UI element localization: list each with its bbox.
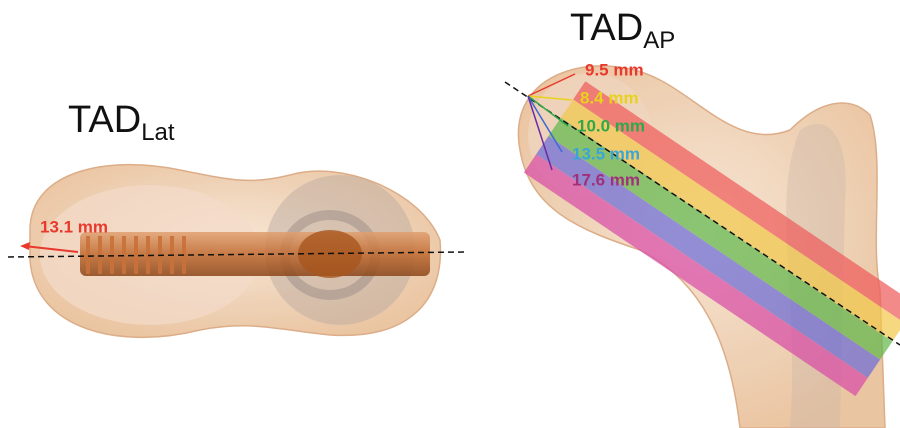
measurement-label: 13.1 mm [40,217,108,236]
measurement-label: 10.0 mm [577,116,645,135]
title-subscript: AP [643,27,675,54]
ap-view [504,65,900,428]
measurement-label: 17.6 mm [572,170,640,189]
title-subscript: Lat [141,119,175,146]
lateral-title: TADLat [68,99,175,146]
measurement-label: 8.4 mm [580,88,639,107]
title-main: TAD [570,7,643,49]
title-main: TAD [68,99,141,141]
lateral-view [7,163,466,339]
measurement-label: 9.5 mm [585,60,644,79]
ap-title: TADAP [570,7,675,54]
measurement-label: 13.5 mm [572,144,640,163]
